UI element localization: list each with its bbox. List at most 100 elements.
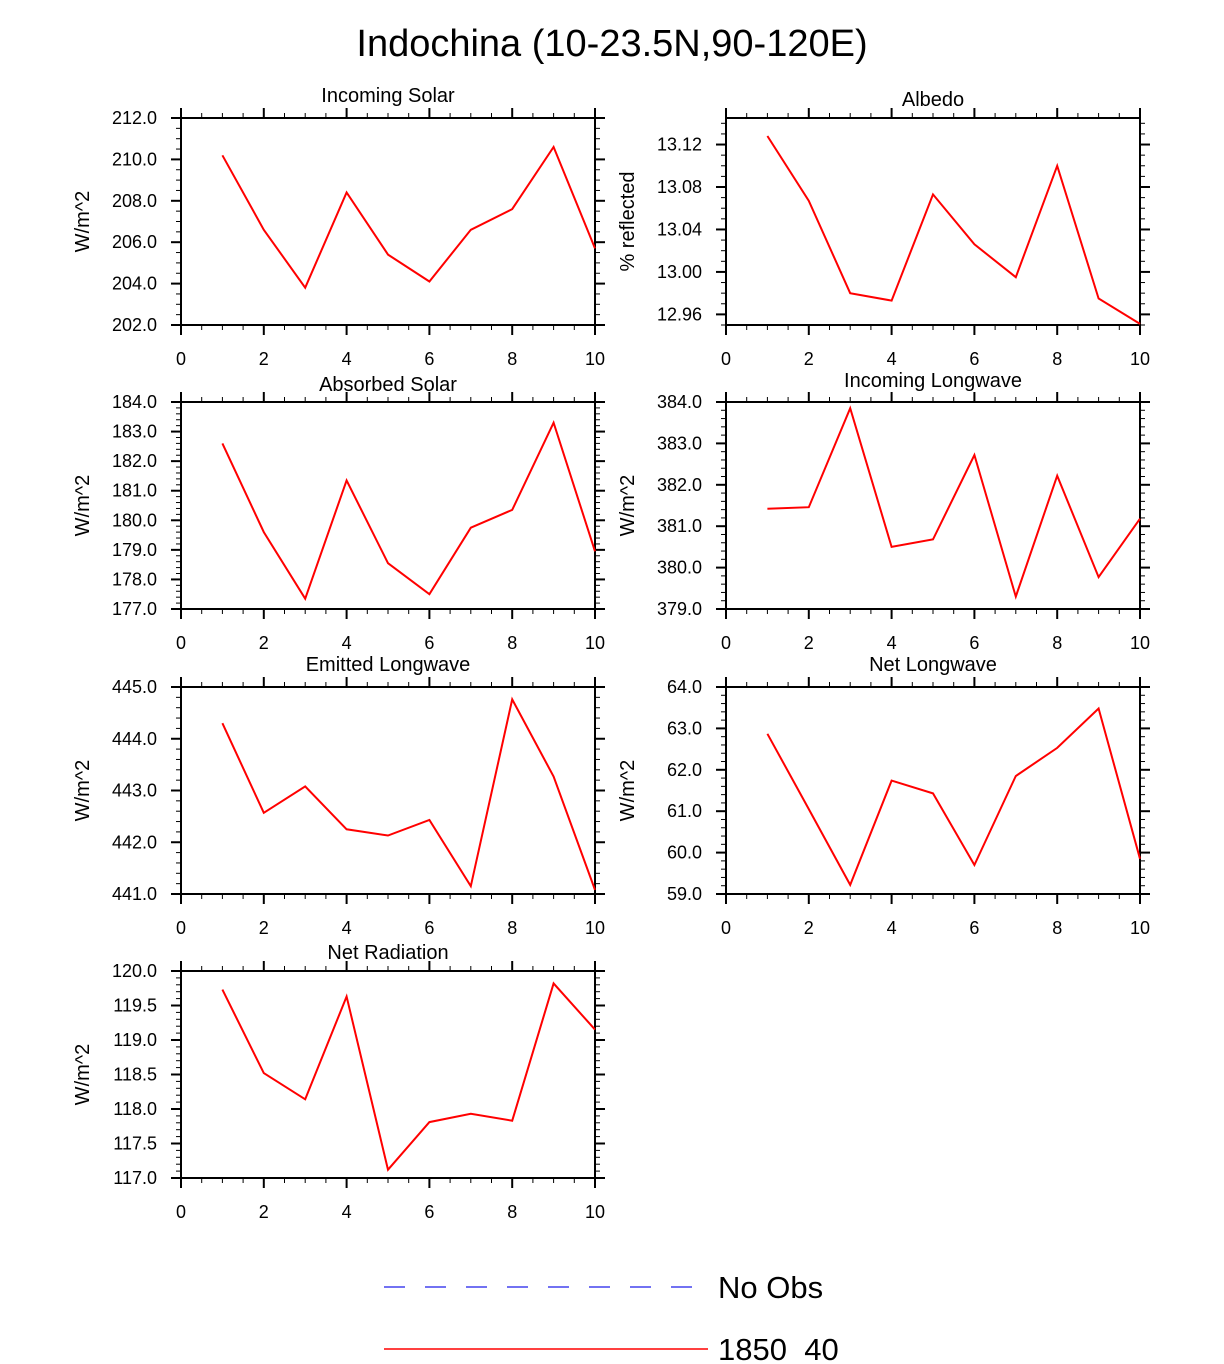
- x-tick-label: 4: [342, 633, 352, 653]
- y-axis-label: % reflected: [617, 171, 639, 271]
- x-tick-label: 8: [507, 349, 517, 369]
- x-tick-label: 10: [585, 1202, 605, 1222]
- plot-frame: [180, 970, 596, 1179]
- x-tick-label: 6: [424, 349, 434, 369]
- plot-frame: [725, 401, 1141, 610]
- y-tick-label: 212.0: [112, 108, 157, 128]
- y-tick-label: 443.0: [112, 781, 157, 801]
- panel-net-radiation: Net Radiation W/m^2 0 2 4 6 8 10 117.0 117.5 118.0…: [72, 942, 605, 1222]
- y-tick-label: 381.0: [657, 516, 702, 536]
- y-tick-label: 13.08: [657, 177, 702, 197]
- panel-absorbed-solar: Absorbed Solar W/m^2 0 2 4 6 8 10 177.0 178.0 179.…: [72, 374, 605, 653]
- x-tick-label: 0: [176, 1202, 186, 1222]
- y-tick-label: 64.0: [667, 677, 702, 697]
- series-line-1850_40: [221, 144, 596, 290]
- y-tick-label: 382.0: [657, 475, 702, 495]
- x-tick-label: 2: [804, 349, 814, 369]
- x-tick-label: 6: [424, 918, 434, 938]
- y-tick-label: 117.5: [113, 1134, 157, 1154]
- x-tick-label: 0: [721, 633, 731, 653]
- y-tick-label: 182.0: [112, 451, 157, 471]
- x-tick-label: 4: [342, 349, 352, 369]
- series-line-1850_40: [221, 419, 596, 602]
- x-tick-label: 2: [259, 349, 269, 369]
- x-tick-label: 2: [804, 633, 814, 653]
- x-tick-label: 8: [1052, 349, 1062, 369]
- plot-frame: [180, 686, 596, 895]
- panel-title: Incoming Longwave: [844, 370, 1022, 392]
- x-tick-label: 4: [887, 918, 897, 938]
- series-line-1850_40: [767, 405, 1141, 600]
- y-tick-label: 178.0: [112, 569, 157, 589]
- y-tick-label: 13.00: [657, 262, 702, 282]
- x-tick-label: 8: [507, 1202, 517, 1222]
- plot-frame: [180, 117, 596, 326]
- y-tick-label: 119.5: [113, 996, 157, 1016]
- plot-frame: [180, 401, 596, 610]
- x-tick-label: 0: [176, 918, 186, 938]
- x-tick-label: 0: [176, 633, 186, 653]
- y-tick-label: 180.0: [112, 510, 157, 530]
- y-tick-label: 62.0: [667, 760, 702, 780]
- y-tick-label: 210.0: [112, 149, 157, 169]
- y-tick-label: 63.0: [667, 718, 702, 738]
- panel-title: Emitted Longwave: [306, 654, 471, 676]
- x-tick-label: 4: [887, 633, 897, 653]
- y-axis-label: W/m^2: [72, 475, 94, 537]
- x-tick-label: 6: [969, 918, 979, 938]
- plot-frame: [725, 117, 1141, 326]
- y-axis-label: W/m^2: [72, 760, 94, 822]
- y-tick-label: 380.0: [657, 558, 702, 578]
- x-tick-label: 4: [342, 918, 352, 938]
- plot-frame: [725, 686, 1141, 895]
- series-line-1850_40: [766, 706, 1141, 888]
- y-tick-label: 13.04: [657, 219, 702, 239]
- y-tick-label: 59.0: [667, 884, 702, 904]
- panel-incoming-longwave: Incoming Longwave W/m^2 0 2 4 6 8 10 379.0 380.0 3…: [617, 370, 1150, 653]
- series-line-1850_40: [221, 981, 596, 1172]
- x-tick-label: 8: [1052, 633, 1062, 653]
- x-tick-label: 6: [969, 633, 979, 653]
- y-tick-label: 379.0: [657, 599, 702, 619]
- y-tick-label: 441.0: [112, 884, 157, 904]
- x-tick-label: 8: [507, 918, 517, 938]
- y-tick-label: 181.0: [112, 481, 157, 501]
- x-tick-label: 10: [585, 633, 605, 653]
- legend-no-obs-label: No Obs: [718, 1270, 823, 1305]
- y-tick-label: 184.0: [112, 392, 157, 412]
- y-axis-label: W/m^2: [617, 475, 639, 537]
- y-tick-label: 61.0: [667, 801, 702, 821]
- y-tick-label: 118.5: [113, 1065, 157, 1085]
- panel-emitted-longwave: Emitted Longwave W/m^2 0 2 4 6 8 10 441.0 442.0 44…: [72, 654, 605, 938]
- y-tick-label: 383.0: [657, 433, 702, 453]
- y-tick-label: 60.0: [667, 843, 702, 863]
- x-tick-label: 8: [507, 633, 517, 653]
- x-tick-label: 10: [1130, 918, 1150, 938]
- x-tick-label: 6: [969, 349, 979, 369]
- panel-title: Albedo: [902, 89, 964, 111]
- y-tick-label: 183.0: [112, 422, 157, 442]
- x-tick-label: 2: [259, 918, 269, 938]
- y-tick-label: 119.0: [113, 1030, 157, 1050]
- y-axis-label: W/m^2: [72, 191, 94, 253]
- panel-albedo: Albedo % reflected 0 2 4 6 8 10 12.96 13.00 13.04 1…: [617, 89, 1150, 369]
- y-tick-label: 204.0: [112, 274, 157, 294]
- x-tick-label: 6: [424, 633, 434, 653]
- series-line-1850_40: [766, 135, 1141, 325]
- legend-1850-40-label: 1850_40: [718, 1332, 839, 1364]
- y-tick-label: 444.0: [112, 729, 157, 749]
- legend: No Obs 1850_40: [384, 1270, 839, 1364]
- y-tick-label: 120.0: [112, 961, 157, 981]
- x-tick-label: 10: [1130, 633, 1150, 653]
- panel-incoming-solar: Incoming Solar W/m^2 0 2 4 6 8 10 202.0 204.0 206.…: [72, 85, 605, 369]
- panel-title: Net Radiation: [327, 942, 448, 964]
- x-tick-label: 6: [424, 1202, 434, 1222]
- y-axis-label: W/m^2: [72, 1044, 94, 1106]
- x-tick-label: 0: [721, 349, 731, 369]
- y-tick-label: 117.0: [113, 1168, 157, 1188]
- x-tick-label: 10: [585, 349, 605, 369]
- y-tick-label: 206.0: [112, 232, 157, 252]
- series-line-1850_40: [221, 696, 596, 891]
- y-tick-label: 208.0: [112, 191, 157, 211]
